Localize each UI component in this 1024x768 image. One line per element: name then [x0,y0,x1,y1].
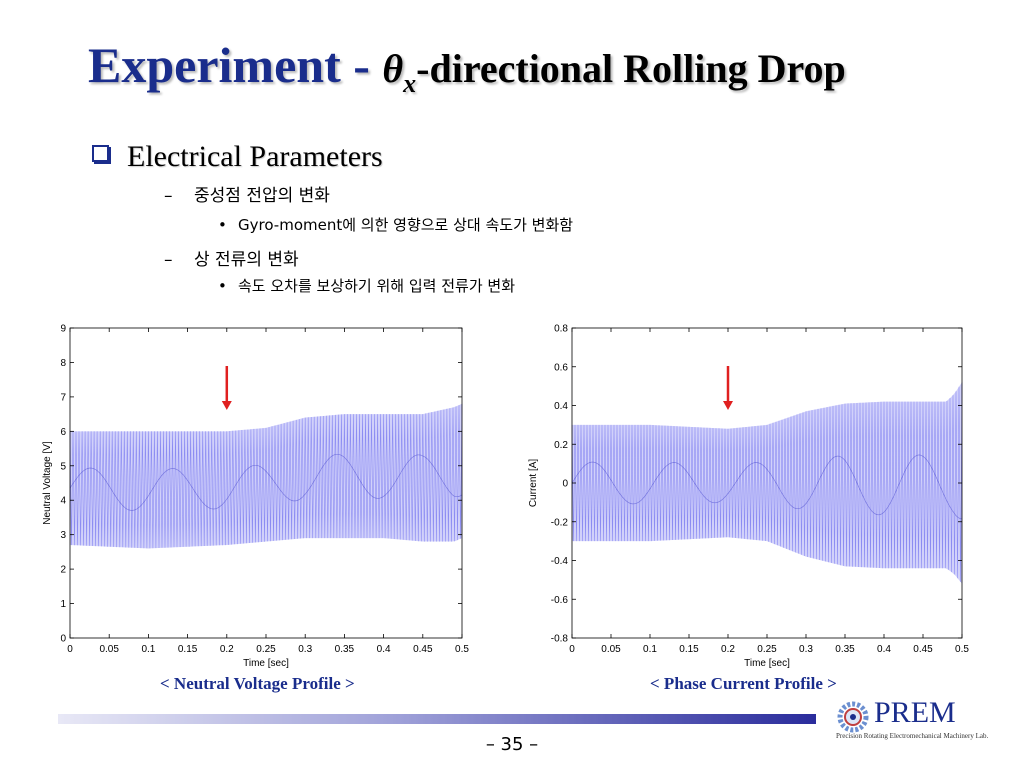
gear-logo-icon [837,701,869,733]
bullet-l3-item: • Gyro-moment에 의한 영향으로 상대 속도가 변화함 [218,214,573,235]
signal-line [571,382,963,582]
x-tick-label: 0.2 [721,644,735,655]
x-tick-label: 0.3 [799,644,813,655]
marker-arrow-head [221,401,232,410]
marker-arrow-head [723,401,733,410]
title-main: Experiment - [88,37,383,93]
page-number: – 35 – [485,734,539,755]
x-tick-label: 0.1 [141,644,155,655]
phase-current-plot: 0 0.05 0.1 0.15 0.2 0.25 0.3 0.35 0.4 0.45 0.5 -0.8… [528,324,969,670]
phase-current-chart: 0 0.05 0.1 0.15 0.2 0.25 0.3 0.35 0.4 0.45 0.5 -0.8… [522,318,972,674]
y-tick-label: -0.8 [551,634,569,645]
bullet-electrical-parameters: Electrical Parameters [92,140,383,174]
y-tick-label: 5 [60,461,66,472]
y-tick-label: 1 [60,599,66,610]
signal-mid-line [69,453,463,511]
x-tick-label: 0.2 [220,644,234,655]
x-tick-label: 0.35 [335,644,355,655]
signal-line [69,403,463,549]
bullet-l3-item: • 속도 오차를 보상하기 위해 입력 전류가 변화 [218,275,515,296]
bullet-l1-label: Electrical Parameters [127,140,383,173]
dash-bullet-icon: – [164,250,173,270]
prem-logo: PREM Precision Rotating Electromechanica… [836,696,996,748]
y-tick-label: 9 [60,324,66,335]
x-tick-label: 0.15 [679,644,699,655]
x-tick-label: 0.25 [256,644,276,655]
x-axis-label: Time [sec] [243,658,289,669]
x-tick-label: 0.4 [377,644,391,655]
y-tick-label: 4 [60,496,66,507]
x-tick-label: 0 [67,644,73,655]
y-tick-label: 0 [60,634,66,645]
footer-gradient-bar [58,714,816,724]
checkbox-bullet-icon [92,145,109,162]
y-tick-label: 2 [60,565,66,576]
x-tick-label: 0.45 [913,644,933,655]
y-tick-label: 0.2 [554,440,568,451]
y-tick-label: 0 [562,479,568,490]
bullet-l2-item: – 중성점 전압의 변화 [164,181,330,206]
x-tick-label: 0.4 [877,644,891,655]
title-rest: -directional Rolling Drop [416,46,846,91]
x-tick-label: 0.05 [99,644,119,655]
neutral-voltage-plot: 0 0.05 0.1 0.15 0.2 0.25 0.3 0.35 0.4 0.45 0.5 0 1 2 3… [42,324,469,670]
y-tick-label: -0.2 [551,517,569,528]
signal-mid-line [571,454,963,520]
title-subscript: x [403,69,417,98]
caption-neutral-voltage: < Neutral Voltage Profile > [160,674,355,693]
y-tick-label: 6 [60,427,66,438]
x-axis-label: Time [sec] [744,658,790,669]
neutral-voltage-chart: 0 0.05 0.1 0.15 0.2 0.25 0.3 0.35 0.4 0.45 0.5 0 1 2 3… [38,318,478,674]
bullet-l2-item: – 상 전류의 변화 [164,245,299,270]
x-tick-label: 0.25 [757,644,777,655]
bullet-text: Gyro-moment에 의한 영향으로 상대 속도가 변화함 [238,216,574,234]
signal-envelope [70,403,462,549]
logo-tagline: Precision Rotating Electromechanical Mac… [836,732,989,740]
dot-bullet-icon: • [218,277,227,295]
x-tick-label: 0.5 [955,644,969,655]
y-tick-label: 7 [60,392,66,403]
y-tick-label: -0.4 [551,556,569,567]
dot-bullet-icon: • [218,216,227,234]
y-axis-label: Neutral Voltage [V] [42,441,53,525]
slide-title: Experiment - θx-directional Rolling Drop [88,36,846,98]
x-tick-label: 0.15 [178,644,198,655]
x-tick-label: 0.3 [298,644,312,655]
caption-phase-current: < Phase Current Profile > [650,674,837,693]
y-tick-label: 3 [60,530,66,541]
x-tick-label: 0.35 [835,644,855,655]
x-tick-label: 0 [569,644,575,655]
y-tick-label: 0.8 [554,324,568,335]
bullet-text: 중성점 전압의 변화 [194,186,330,206]
x-tick-label: 0.45 [413,644,433,655]
bullet-text: 속도 오차를 보상하기 위해 입력 전류가 변화 [238,277,516,295]
dash-bullet-icon: – [164,186,173,206]
x-tick-label: 0.5 [455,644,469,655]
x-tick-label: 0.1 [643,644,657,655]
y-axis-label: Current [A] [528,459,539,508]
y-tick-label: 0.6 [554,362,568,373]
y-tick-label: 0.4 [554,401,568,412]
logo-name: PREM [874,696,956,729]
title-theta: θ [382,46,404,91]
x-tick-label: 0.05 [601,644,621,655]
y-tick-label: 8 [60,358,66,369]
y-tick-label: -0.6 [551,595,569,606]
bullet-text: 상 전류의 변화 [194,250,299,270]
